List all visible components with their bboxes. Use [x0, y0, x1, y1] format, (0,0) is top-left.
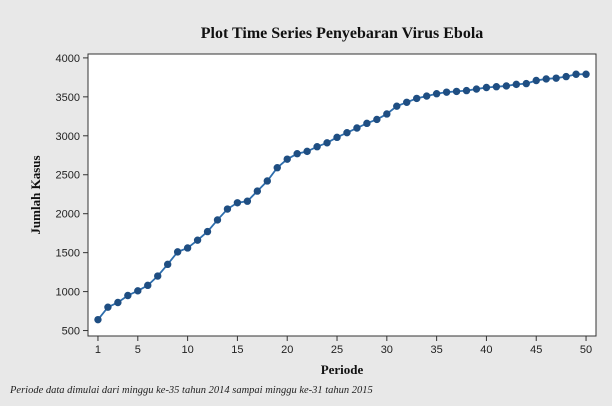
data-point [512, 80, 521, 89]
y-tick-label: 500 [62, 326, 80, 338]
data-point [343, 128, 351, 137]
data-point [422, 92, 431, 100]
data-point [502, 82, 511, 90]
y-tick-label: 3500 [56, 92, 80, 104]
x-tick-label: 10 [181, 344, 193, 356]
data-point [482, 83, 491, 92]
y-axis-ticks: 500 1000 1500 2000 2500 3000 3500 4000 [56, 53, 88, 338]
data-point [273, 164, 281, 172]
data-point [442, 88, 451, 96]
data-point [532, 76, 540, 85]
x-tick-label: 25 [331, 344, 343, 356]
data-point [522, 79, 530, 88]
data-point [173, 248, 182, 256]
data-point [363, 119, 371, 128]
data-point [114, 298, 122, 307]
x-axis-label: Periode [321, 362, 364, 377]
x-tick-label: 1 [95, 344, 101, 356]
data-point [452, 87, 461, 96]
data-point [313, 143, 321, 151]
series-markers [94, 70, 590, 324]
y-tick-label: 2500 [56, 170, 80, 182]
data-point [94, 315, 102, 324]
y-tick-label: 4000 [56, 53, 80, 65]
data-point [293, 150, 301, 158]
data-point [203, 227, 212, 236]
x-tick-label: 30 [381, 344, 393, 356]
data-point [183, 244, 192, 252]
data-point [213, 216, 222, 224]
data-point [582, 70, 590, 78]
data-point [283, 155, 291, 163]
data-point [223, 205, 232, 213]
data-point [472, 85, 481, 93]
data-point [263, 177, 271, 185]
y-tick-label: 2000 [56, 209, 80, 221]
data-point [154, 272, 162, 280]
data-point [353, 124, 361, 132]
data-point [144, 281, 152, 290]
data-point [462, 86, 471, 95]
data-point [373, 115, 381, 124]
data-point [432, 90, 441, 98]
data-point [383, 110, 391, 118]
data-point [233, 199, 242, 207]
data-point [134, 287, 142, 295]
data-point [253, 187, 262, 195]
y-tick-label: 3000 [56, 131, 80, 143]
x-axis-ticks: 1 5 10 15 20 25 30 35 40 45 50 [95, 336, 592, 356]
x-tick-label: 20 [281, 344, 293, 356]
x-tick-label: 15 [231, 344, 243, 356]
data-point [243, 197, 252, 205]
y-axis-label: Jumlah Kasus [28, 155, 43, 234]
x-tick-label: 45 [530, 344, 542, 356]
y-tick-label: 1500 [56, 248, 80, 260]
data-point [124, 291, 132, 300]
plot-area [87, 53, 597, 337]
x-tick-label: 50 [580, 344, 592, 356]
data-point [413, 94, 421, 103]
chart-caption: Periode data dimulai dari minggu ke-35 t… [10, 385, 373, 396]
data-point [193, 236, 202, 244]
data-point [542, 75, 550, 83]
data-point [333, 133, 341, 142]
data-point [393, 102, 401, 110]
data-point [323, 139, 331, 147]
data-point [492, 83, 501, 91]
data-point [403, 98, 411, 107]
data-point [572, 70, 580, 78]
x-tick-label: 40 [480, 344, 492, 356]
data-point [562, 72, 570, 81]
data-point [104, 303, 112, 311]
x-tick-label: 5 [135, 344, 141, 356]
data-point [552, 74, 560, 82]
y-tick-label: 1000 [56, 287, 80, 299]
chart-title: Plot Time Series Penyebaran Virus Ebola [201, 25, 484, 42]
data-point [163, 260, 172, 269]
data-point [303, 147, 311, 156]
x-tick-label: 35 [431, 344, 443, 356]
